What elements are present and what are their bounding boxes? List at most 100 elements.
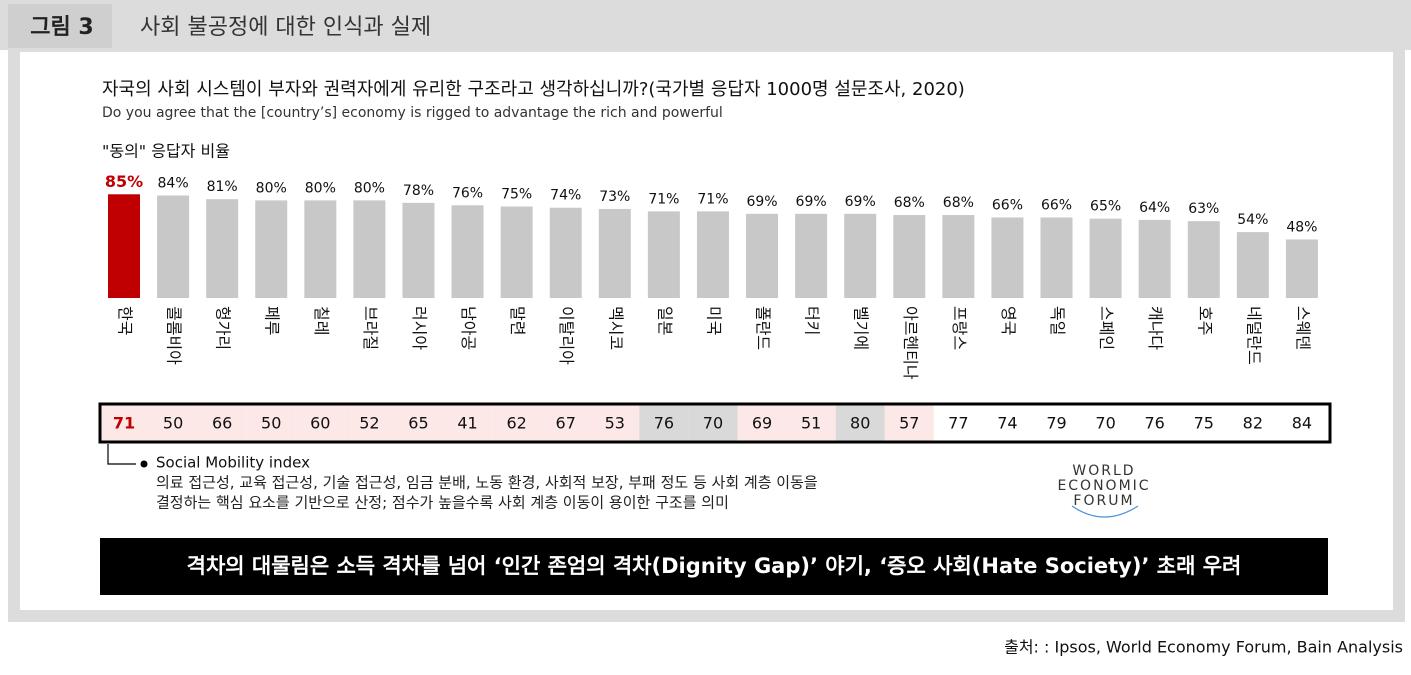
x-tick-label: 남아공 xyxy=(459,306,478,350)
index-value: 50 xyxy=(163,414,183,433)
index-value: 77 xyxy=(948,414,968,433)
index-cell xyxy=(1228,405,1278,441)
x-tick-label: 호주 xyxy=(1195,306,1214,335)
bar xyxy=(353,200,386,298)
index-cell xyxy=(99,405,149,441)
bar xyxy=(696,211,729,298)
bar xyxy=(598,208,631,298)
value-label: 69% xyxy=(845,194,876,210)
index-value: 67 xyxy=(556,414,576,433)
index-value: 84 xyxy=(1292,414,1312,433)
header-band xyxy=(0,0,1411,50)
index-cell xyxy=(148,405,198,441)
x-tick-label: 벨기에 xyxy=(852,306,871,350)
chart-subtitle: Do you agree that the [country’s] econom… xyxy=(102,105,723,121)
index-value: 53 xyxy=(605,414,625,433)
index-value: 52 xyxy=(359,414,379,433)
index-cell xyxy=(1031,405,1082,441)
x-tick-label: 미국 xyxy=(704,306,723,335)
source: 출처: : Ipsos, World Economy Forum, Bain A… xyxy=(1004,638,1403,657)
index-cell xyxy=(443,405,493,441)
bar xyxy=(1138,219,1171,298)
index-value: 76 xyxy=(654,414,674,433)
bar xyxy=(206,199,239,298)
x-tick-label: 스페인 xyxy=(1097,306,1116,350)
x-tick-label: 터키 xyxy=(803,306,822,335)
index-cell xyxy=(688,405,738,441)
banner-box xyxy=(100,538,1328,595)
value-label: 75% xyxy=(501,187,532,203)
value-label: 71% xyxy=(697,191,728,207)
index-value: 41 xyxy=(457,414,477,433)
index-description: 결정하는 핵심 요소를 기반으로 산정; 점수가 높을수록 사회 계층 이동이 … xyxy=(156,494,729,512)
bar xyxy=(1285,239,1318,298)
chart-title: 자국의 사회 시스템이 부자와 권력자에게 유리한 구조라고 생각하십니까?(국… xyxy=(102,79,965,100)
index-value: 82 xyxy=(1243,414,1263,433)
value-label: 71% xyxy=(648,191,679,207)
index-value: 65 xyxy=(408,414,428,433)
bar xyxy=(746,213,779,298)
index-value: 70 xyxy=(703,414,723,433)
bar xyxy=(108,194,140,298)
value-label: 66% xyxy=(1041,197,1072,213)
x-tick-label: 브라질 xyxy=(361,306,380,350)
index-cell xyxy=(884,405,934,441)
x-tick-label: 네덜란드 xyxy=(1244,306,1263,365)
value-label: 69% xyxy=(796,194,827,210)
index-value: 71 xyxy=(113,414,135,433)
value-label: 64% xyxy=(1139,200,1170,216)
index-cell xyxy=(835,405,885,441)
bar xyxy=(1089,218,1122,298)
bar xyxy=(1187,221,1220,298)
x-tick-label: 캐나다 xyxy=(1146,306,1165,350)
bar xyxy=(795,213,828,298)
value-label: 48% xyxy=(1286,219,1317,235)
index-cell xyxy=(1130,405,1180,441)
value-label: 73% xyxy=(599,189,630,205)
x-tick-label: 말련 xyxy=(508,306,527,335)
bar xyxy=(451,205,484,298)
x-tick-label: 스웨덴 xyxy=(1293,306,1312,350)
index-cell xyxy=(737,405,787,441)
x-tick-label: 프랑스 xyxy=(950,306,969,350)
value-label: 54% xyxy=(1237,212,1268,228)
x-tick-label: 멕시코 xyxy=(606,306,625,350)
logo-text: WORLD xyxy=(1072,463,1135,479)
x-tick-label: 러시아 xyxy=(410,306,429,350)
index-cell xyxy=(541,405,591,441)
bar xyxy=(500,206,533,298)
x-tick-label: 헝가리 xyxy=(214,306,233,350)
index-value: 51 xyxy=(801,414,821,433)
value-label: 85% xyxy=(105,172,143,191)
x-tick-label: 아르헨티나 xyxy=(901,306,920,380)
index-cell xyxy=(933,405,983,441)
bar xyxy=(991,217,1024,298)
bar xyxy=(304,200,337,298)
index-value: 75 xyxy=(1194,414,1214,433)
index-cell xyxy=(786,405,836,441)
x-tick-label: 페루 xyxy=(263,306,282,335)
logo-text: FORUM xyxy=(1073,493,1134,509)
connector xyxy=(107,444,136,465)
bar xyxy=(157,195,190,298)
x-tick-label: 독일 xyxy=(1048,306,1067,335)
index-value: 66 xyxy=(212,414,232,433)
x-tick-label: 폴란드 xyxy=(754,306,773,350)
value-label: 81% xyxy=(207,179,238,195)
value-label: 66% xyxy=(992,197,1023,213)
header-label-box xyxy=(8,4,112,48)
index-value: 69 xyxy=(752,414,772,433)
index-value: 74 xyxy=(997,414,1017,433)
bullet xyxy=(140,460,148,468)
bar xyxy=(647,211,680,298)
index-description: 의료 접근성, 교육 접근성, 기술 접근성, 임금 분배, 노동 환경, 사회… xyxy=(156,474,818,492)
x-tick-label: 영국 xyxy=(999,306,1018,335)
x-tick-label: 한국 xyxy=(116,306,135,335)
index-value: 57 xyxy=(899,414,919,433)
bar xyxy=(1040,217,1073,298)
index-value: 62 xyxy=(506,414,526,433)
value-label: 78% xyxy=(403,183,434,199)
header-title: 사회 불공정에 대한 인식과 실제 xyxy=(140,15,431,40)
index-cell xyxy=(1277,405,1327,441)
index-cell xyxy=(295,405,345,441)
